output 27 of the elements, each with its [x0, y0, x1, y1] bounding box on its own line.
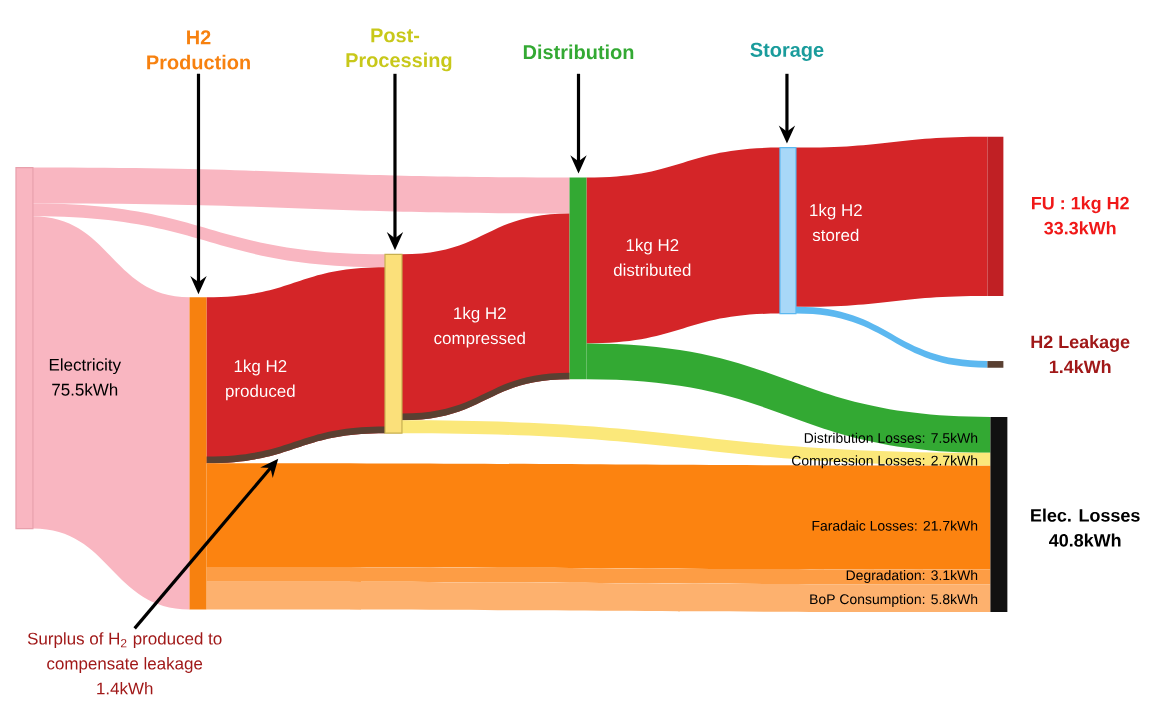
- category-label: Electricity: [49, 358, 122, 375]
- text: 1kg H2 stored: [810, 203, 862, 242]
- category-label: Faradaic Losses: [812, 520, 914, 531]
- text: Distribution: [523, 44, 634, 60]
- data-label: 75.5kWh: [52, 383, 118, 396]
- data-label: : 21.7kWh: [915, 520, 978, 531]
- data-label: : 7.5kWh: [922, 432, 978, 443]
- text: 1kg H2 distributed: [613, 238, 691, 276]
- text: 1kg H2 produced: [226, 359, 295, 401]
- text: 1kg H2 compressed: [434, 306, 525, 348]
- text: H2 Production: [147, 30, 250, 70]
- data-label: : 2.7kWh: [922, 455, 978, 466]
- data-label: 33.3kWh: [1044, 221, 1116, 235]
- data-label: 1.4kWh: [1049, 359, 1111, 373]
- data-label: : 5.8kWh: [922, 593, 978, 605]
- category-label: Surplus of H$_{2}$ produced to compensate leakage: [27, 632, 222, 673]
- category-label: Degradation: [846, 569, 921, 583]
- category-label: Elec. Losses: [1031, 508, 1140, 522]
- category-label: H2 Leakage: [1031, 335, 1130, 352]
- text: Post-Processing: [346, 28, 452, 72]
- category-label: Compression Losses: [792, 455, 922, 469]
- data-label: 1.4kWh: [97, 681, 153, 695]
- category-label: FU : 1kg H2: [1031, 196, 1129, 214]
- text: Storage: [750, 42, 824, 61]
- data-label: 40.8kWh: [1049, 533, 1121, 547]
- data-label: : 3.1kWh: [922, 569, 978, 581]
- category-label: BoP Consumption: [810, 593, 921, 607]
